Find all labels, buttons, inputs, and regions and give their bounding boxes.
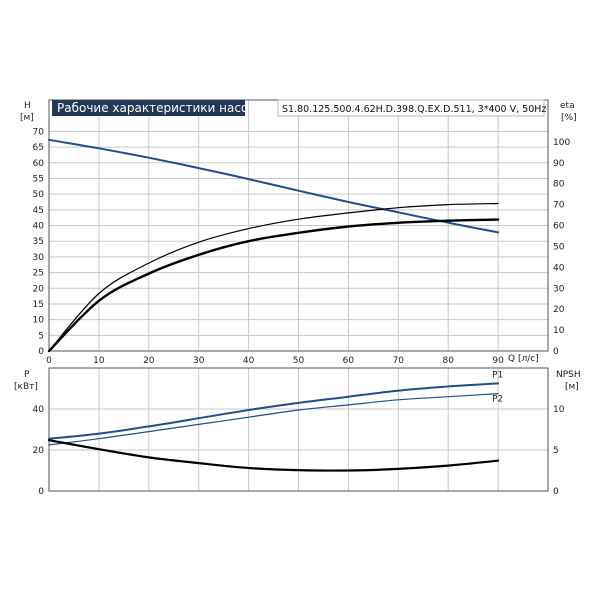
lower-right-tick-label: 0: [553, 487, 559, 497]
upper-left-tick-label: 65: [33, 143, 44, 153]
upper-series: [47, 138, 500, 353]
upper-right-tick-label: 10: [553, 326, 565, 336]
lower-series-line-2: [48, 393, 499, 446]
lower-series-label: P2: [492, 395, 503, 405]
x-axis-label: Q [л/с]: [508, 354, 539, 364]
lower-left-axis-label-name: P: [24, 370, 30, 380]
chart-title: Рабочие характеристики насоса: [57, 101, 262, 115]
upper-right-tick-label: 30: [553, 284, 565, 294]
upper-right-tick-label: 100: [553, 138, 570, 148]
x-tick-label: 90: [492, 356, 504, 366]
lower-series-line-1: [48, 382, 500, 440]
x-tick-label: 30: [193, 356, 205, 366]
lower-series-line-3: [47, 439, 500, 472]
upper-left-tick-label: 60: [33, 159, 45, 169]
upper-left-tick-label: 30: [33, 253, 45, 263]
lower-series: P1 P2: [47, 370, 503, 472]
x-tick-label: 60: [343, 356, 355, 366]
upper-left-axis-label-name: H: [24, 101, 31, 111]
upper-left-axis-label-unit: [м]: [20, 113, 34, 123]
upper-left-tick-label: 50: [33, 190, 45, 200]
x-tick-label: 70: [393, 356, 405, 366]
lower-right-tick-label: 10: [553, 405, 565, 415]
lower-plot-frame: [48, 367, 549, 492]
upper-right-tick-label: 50: [553, 242, 565, 252]
upper-series-line-3: [47, 218, 500, 353]
x-tick-label: 50: [293, 356, 305, 366]
upper-left-tick-label: 15: [33, 300, 44, 310]
upper-right-axis-label-unit: [%]: [561, 113, 577, 123]
x-tick-label: 20: [143, 356, 155, 366]
upper-right-tick-label: 60: [553, 222, 565, 232]
upper-tick-labels: 0 10 20 30 40 50 60 70 80 90 0 5 10 15 20 25 30 35 40 45 50 5…: [33, 127, 571, 366]
upper-left-tick-label: 45: [33, 206, 44, 216]
upper-left-tick-label: 35: [33, 237, 44, 247]
upper-left-tick-label: 0: [38, 347, 44, 357]
lower-left-tick-label: 20: [33, 446, 45, 456]
x-tick-label: 0: [46, 356, 52, 366]
lower-grid: [49, 368, 548, 491]
upper-series-line-2: [48, 202, 499, 352]
upper-right-tick-label: 70: [553, 201, 565, 211]
lower-left-tick-label: 40: [33, 405, 45, 415]
lower-left-tick-label: 0: [38, 487, 44, 497]
model-box: [277, 99, 545, 117]
title-box: [52, 100, 245, 116]
upper-left-tick-label: 25: [33, 269, 44, 279]
x-tick-label: 40: [243, 356, 255, 366]
upper-right-tick-label: 20: [553, 305, 565, 315]
lower-left-axis-label-unit: [кВт]: [14, 382, 38, 392]
upper-left-tick-label: 5: [38, 331, 44, 341]
upper-right-axis-label-name: eta: [560, 101, 575, 111]
upper-left-tick-label: 20: [33, 284, 45, 294]
x-tick-label: 10: [93, 356, 105, 366]
chart-subtitle: S1.80.125.500.4.62H.D.398.Q.EX.D.511, 3*…: [282, 104, 546, 115]
upper-left-tick-label: 10: [33, 316, 45, 326]
lower-tick-labels: 0 20 40 0 5 10: [33, 405, 565, 497]
upper-left-tick-label: 55: [33, 174, 44, 184]
upper-grid: [49, 100, 548, 351]
lower-right-tick-label: 5: [553, 446, 559, 456]
upper-right-tick-label: 80: [553, 180, 565, 190]
lower-series-label: P1: [492, 370, 503, 380]
upper-series-line-1: [48, 138, 500, 234]
upper-right-tick-label: 0: [553, 347, 559, 357]
x-tick-label: 80: [442, 356, 454, 366]
upper-left-tick-label: 40: [33, 222, 45, 232]
lower-right-axis-label-unit: [м]: [565, 382, 579, 392]
lower-right-axis-label-name: NPSH: [556, 370, 581, 380]
upper-left-tick-label: 70: [33, 127, 45, 137]
upper-right-tick-label: 40: [553, 263, 565, 273]
upper-right-tick-label: 90: [553, 159, 565, 169]
